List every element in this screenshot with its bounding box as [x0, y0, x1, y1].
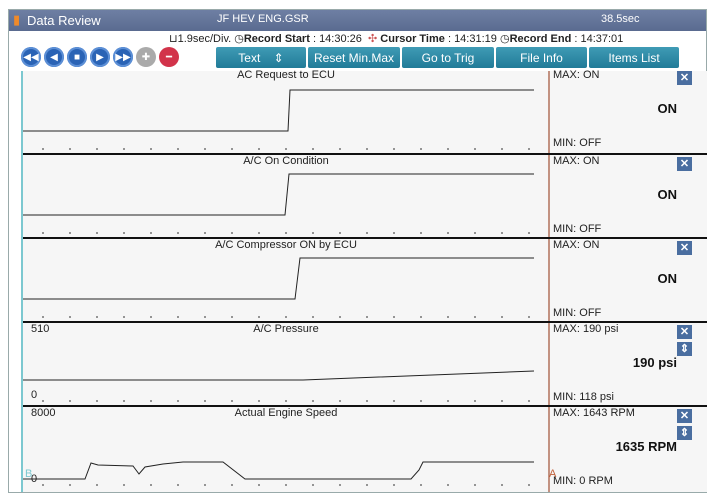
fast-forward-button[interactable]: ▶▶: [113, 47, 133, 67]
max-value: MAX: ON: [553, 69, 600, 81]
prev-button[interactable]: ◀: [44, 47, 64, 67]
min-value: MIN: OFF: [553, 137, 602, 149]
record-start: 14:30:26: [319, 33, 362, 45]
scale-top: 510: [31, 323, 50, 335]
division-icon: ⊔: [169, 33, 178, 45]
current-value: 1635 RPM: [615, 439, 677, 454]
panel-title: AC Request to ECU: [237, 69, 335, 81]
title-bar: ▮ Data Review JF HEV ENG.GSR 38.5sec: [9, 10, 706, 31]
file-info-button[interactable]: File Info: [496, 47, 587, 68]
close-panel-button[interactable]: ✕: [677, 157, 692, 171]
min-value: MIN: 0 RPM: [553, 475, 613, 487]
graph-panel: Actual Engine Speed 8000 0 MAX: 1643 RPM…: [23, 405, 707, 491]
trace-line: [23, 173, 534, 216]
trace-line: [23, 89, 534, 132]
expand-panel-button[interactable]: ⇕: [677, 342, 692, 356]
max-value: MAX: 190 psi: [553, 323, 619, 335]
max-value: MAX: ON: [553, 239, 600, 251]
trace-line: [23, 461, 534, 480]
rewind-button[interactable]: ◀◀: [21, 47, 41, 67]
go-to-trig-button[interactable]: Go to Trig: [402, 47, 494, 68]
cursor-time: 14:31:19: [454, 33, 497, 45]
file-name: JF HEV ENG.GSR: [217, 13, 309, 25]
max-value: MAX: 1643 RPM: [553, 407, 635, 419]
close-panel-button[interactable]: ✕: [677, 325, 692, 339]
cursor-icon: ✣: [368, 33, 378, 45]
max-value: MAX: ON: [553, 155, 600, 167]
current-value: ON: [657, 271, 678, 286]
scale-bottom: 0: [31, 473, 38, 485]
record-end-label: Record End: [509, 33, 572, 45]
panel-title: A/C Pressure: [253, 323, 319, 335]
updown-icon: ⇕: [273, 50, 284, 65]
zoom-in-button[interactable]: ✚: [136, 47, 156, 67]
panel-title: A/C Compressor ON by ECU: [215, 239, 357, 251]
panel-title: A/C On Condition: [243, 155, 329, 167]
text-label: Text: [238, 50, 261, 65]
trace-line: [23, 370, 535, 381]
current-value: 190 psi: [632, 355, 677, 370]
expand-panel-button[interactable]: ⇕: [677, 426, 692, 440]
graph-panel: A/C On Condition MAX: ON MIN: OFF ON ✕: [23, 153, 707, 239]
nav-buttons: ◀◀ ◀ ■ ▶ ▶▶ ✚ ━: [21, 47, 179, 67]
division: 1.9sec/Div.: [177, 33, 232, 45]
text-select[interactable]: Text ⇕: [216, 47, 306, 68]
plot-area: AC Request to ECU MAX: ON MIN: OFF ON ✕ …: [21, 69, 707, 492]
cursor-a-label: A: [549, 468, 557, 480]
close-panel-button[interactable]: ✕: [677, 71, 692, 85]
panel-title: Actual Engine Speed: [234, 407, 338, 419]
next-button[interactable]: ▶: [90, 47, 110, 67]
items-list-button[interactable]: Items List: [589, 47, 679, 68]
graph-panel: AC Request to ECU MAX: ON MIN: OFF ON ✕: [23, 69, 707, 153]
data-review-window: ▮ Data Review JF HEV ENG.GSR 38.5sec ⊔1.…: [8, 9, 707, 493]
trace-line: [23, 257, 534, 300]
scale-top: 8000: [31, 407, 56, 419]
clock-icon: ◷: [499, 33, 510, 45]
app-title: Data Review: [27, 13, 101, 28]
traces: [23, 71, 550, 492]
scale-bottom: 0: [31, 389, 38, 401]
reset-min-max-button[interactable]: Reset Min.Max: [308, 47, 400, 68]
app-icon: ▮: [13, 12, 21, 27]
stop-button[interactable]: ■: [67, 47, 87, 67]
clock-icon: ◷: [234, 33, 244, 45]
graph-panel: A/C Compressor ON by ECU MAX: ON MIN: OF…: [23, 237, 707, 323]
min-value: MIN: 118 psi: [553, 391, 614, 403]
min-value: MIN: OFF: [553, 307, 602, 319]
duration: 38.5sec: [601, 13, 640, 25]
close-panel-button[interactable]: ✕: [677, 241, 692, 255]
record-start-label: Record Start: [243, 33, 310, 45]
current-value: ON: [657, 101, 678, 116]
current-value: ON: [657, 187, 678, 202]
cursor-b-label: B: [25, 468, 33, 480]
zoom-out-button[interactable]: ━: [159, 47, 179, 67]
graph-panel: A/C Pressure 510 0 MAX: 190 psi MIN: 118…: [23, 321, 707, 407]
record-end: 14:37:01: [580, 33, 624, 45]
min-value: MIN: OFF: [553, 223, 602, 235]
cursor-time-label: Cursor Time: [380, 33, 445, 45]
close-panel-button[interactable]: ✕: [677, 409, 692, 423]
info-row: ⊔1.9sec/Div. ◷Record Start : 14:30:26 ✣ …: [169, 33, 624, 45]
